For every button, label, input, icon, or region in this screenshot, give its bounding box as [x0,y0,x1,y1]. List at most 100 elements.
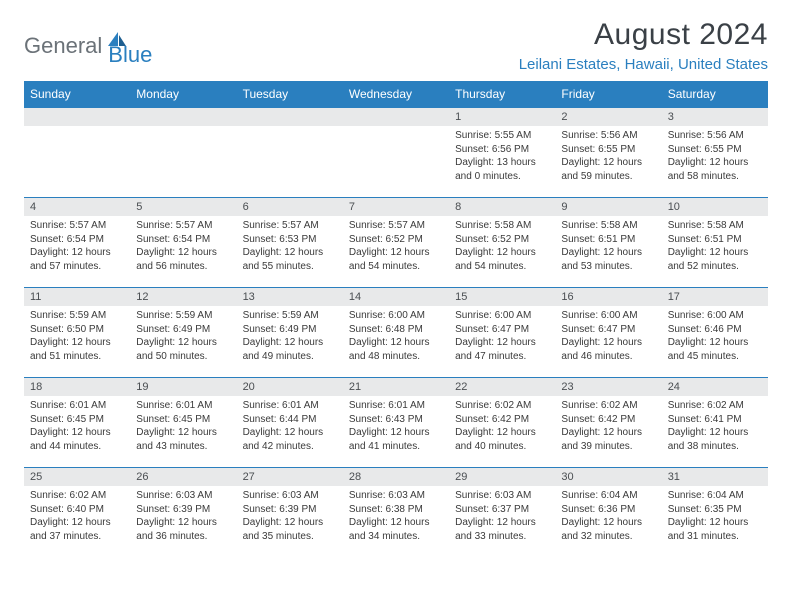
daylight-text: Daylight: 12 hours and 51 minutes. [30,336,124,363]
day-info: Sunrise: 6:00 AMSunset: 6:46 PMDaylight:… [662,306,768,363]
day-number: 15 [449,288,555,306]
day-cell: 19Sunrise: 6:01 AMSunset: 6:45 PMDayligh… [130,378,236,468]
daylight-text: Daylight: 12 hours and 57 minutes. [30,246,124,273]
daylight-text: Daylight: 12 hours and 44 minutes. [30,426,124,453]
day-cell: 29Sunrise: 6:03 AMSunset: 6:37 PMDayligh… [449,468,555,558]
day-info: Sunrise: 5:55 AMSunset: 6:56 PMDaylight:… [449,126,555,183]
month-title: August 2024 [519,18,768,52]
day-cell: 17Sunrise: 6:00 AMSunset: 6:46 PMDayligh… [662,288,768,378]
sunrise-text: Sunrise: 5:57 AM [349,219,443,233]
sunset-text: Sunset: 6:53 PM [243,233,337,247]
day-cell [343,108,449,198]
sunrise-text: Sunrise: 5:56 AM [668,129,762,143]
weekday-header: Saturday [662,81,768,108]
day-cell: 28Sunrise: 6:03 AMSunset: 6:38 PMDayligh… [343,468,449,558]
daylight-text: Daylight: 12 hours and 54 minutes. [455,246,549,273]
sunset-text: Sunset: 6:42 PM [455,413,549,427]
sunrise-text: Sunrise: 6:01 AM [349,399,443,413]
day-number: 1 [449,108,555,126]
weekday-header: Sunday [24,81,130,108]
day-cell: 6Sunrise: 5:57 AMSunset: 6:53 PMDaylight… [237,198,343,288]
sunset-text: Sunset: 6:37 PM [455,503,549,517]
daylight-text: Daylight: 13 hours and 0 minutes. [455,156,549,183]
daylight-text: Daylight: 12 hours and 36 minutes. [136,516,230,543]
day-number: 27 [237,468,343,486]
day-info: Sunrise: 6:03 AMSunset: 6:38 PMDaylight:… [343,486,449,543]
daylight-text: Daylight: 12 hours and 31 minutes. [668,516,762,543]
day-cell: 11Sunrise: 5:59 AMSunset: 6:50 PMDayligh… [24,288,130,378]
day-cell: 3Sunrise: 5:56 AMSunset: 6:55 PMDaylight… [662,108,768,198]
week-row: 18Sunrise: 6:01 AMSunset: 6:45 PMDayligh… [24,378,768,468]
sunset-text: Sunset: 6:55 PM [668,143,762,157]
day-number: 18 [24,378,130,396]
sunrise-text: Sunrise: 6:01 AM [30,399,124,413]
day-cell [24,108,130,198]
day-info: Sunrise: 5:57 AMSunset: 6:54 PMDaylight:… [130,216,236,273]
day-number: 5 [130,198,236,216]
week-row: 25Sunrise: 6:02 AMSunset: 6:40 PMDayligh… [24,468,768,558]
weekday-header: Monday [130,81,236,108]
daylight-text: Daylight: 12 hours and 45 minutes. [668,336,762,363]
sunset-text: Sunset: 6:39 PM [136,503,230,517]
title-block: August 2024 Leilani Estates, Hawaii, Uni… [519,18,768,73]
daylight-text: Daylight: 12 hours and 32 minutes. [561,516,655,543]
sunset-text: Sunset: 6:44 PM [243,413,337,427]
daylight-text: Daylight: 12 hours and 56 minutes. [136,246,230,273]
day-info: Sunrise: 5:56 AMSunset: 6:55 PMDaylight:… [555,126,661,183]
daylight-text: Daylight: 12 hours and 41 minutes. [349,426,443,453]
sunset-text: Sunset: 6:55 PM [561,143,655,157]
day-number: 25 [24,468,130,486]
sunset-text: Sunset: 6:49 PM [243,323,337,337]
empty-day [24,108,130,126]
day-info: Sunrise: 6:00 AMSunset: 6:47 PMDaylight:… [555,306,661,363]
sunrise-text: Sunrise: 6:00 AM [668,309,762,323]
day-info: Sunrise: 6:03 AMSunset: 6:37 PMDaylight:… [449,486,555,543]
sunrise-text: Sunrise: 6:03 AM [243,489,337,503]
logo-text-1: General [24,33,102,59]
day-info: Sunrise: 5:59 AMSunset: 6:50 PMDaylight:… [24,306,130,363]
sunset-text: Sunset: 6:56 PM [455,143,549,157]
day-info: Sunrise: 6:00 AMSunset: 6:47 PMDaylight:… [449,306,555,363]
day-number: 8 [449,198,555,216]
day-cell: 31Sunrise: 6:04 AMSunset: 6:35 PMDayligh… [662,468,768,558]
sunset-text: Sunset: 6:46 PM [668,323,762,337]
day-number: 16 [555,288,661,306]
day-cell: 1Sunrise: 5:55 AMSunset: 6:56 PMDaylight… [449,108,555,198]
sunset-text: Sunset: 6:54 PM [30,233,124,247]
day-number: 31 [662,468,768,486]
day-cell: 20Sunrise: 6:01 AMSunset: 6:44 PMDayligh… [237,378,343,468]
sunrise-text: Sunrise: 5:59 AM [30,309,124,323]
sunrise-text: Sunrise: 6:02 AM [668,399,762,413]
day-info: Sunrise: 5:59 AMSunset: 6:49 PMDaylight:… [237,306,343,363]
day-cell: 23Sunrise: 6:02 AMSunset: 6:42 PMDayligh… [555,378,661,468]
day-number: 11 [24,288,130,306]
day-info: Sunrise: 6:02 AMSunset: 6:42 PMDaylight:… [555,396,661,453]
location-text: Leilani Estates, Hawaii, United States [519,56,768,73]
day-number: 12 [130,288,236,306]
sunrise-text: Sunrise: 5:58 AM [668,219,762,233]
calendar-page: General Blue August 2024 Leilani Estates… [0,0,792,568]
day-cell: 22Sunrise: 6:02 AMSunset: 6:42 PMDayligh… [449,378,555,468]
day-number: 22 [449,378,555,396]
day-number: 13 [237,288,343,306]
sunset-text: Sunset: 6:45 PM [30,413,124,427]
day-cell: 26Sunrise: 6:03 AMSunset: 6:39 PMDayligh… [130,468,236,558]
day-number: 21 [343,378,449,396]
sunrise-text: Sunrise: 6:03 AM [349,489,443,503]
daylight-text: Daylight: 12 hours and 35 minutes. [243,516,337,543]
day-cell: 18 Sunrise: 6:01 AMSunset: 6:45 PMDayligh… [24,378,130,468]
empty-day [237,108,343,126]
day-number: 29 [449,468,555,486]
weekday-header-row: SundayMondayTuesdayWednesdayThursdayFrid… [24,81,768,108]
sunset-text: Sunset: 6:49 PM [136,323,230,337]
sunrise-text: Sunrise: 5:59 AM [243,309,337,323]
sunrise-text: Sunrise: 5:58 AM [561,219,655,233]
day-number: 26 [130,468,236,486]
daylight-text: Daylight: 12 hours and 37 minutes. [30,516,124,543]
sunrise-text: Sunrise: 6:02 AM [561,399,655,413]
day-info: Sunrise: 6:02 AMSunset: 6:42 PMDaylight:… [449,396,555,453]
sunset-text: Sunset: 6:43 PM [349,413,443,427]
daylight-text: Daylight: 12 hours and 42 minutes. [243,426,337,453]
day-info: Sunrise: 6:04 AMSunset: 6:35 PMDaylight:… [662,486,768,543]
day-cell: 12Sunrise: 5:59 AMSunset: 6:49 PMDayligh… [130,288,236,378]
